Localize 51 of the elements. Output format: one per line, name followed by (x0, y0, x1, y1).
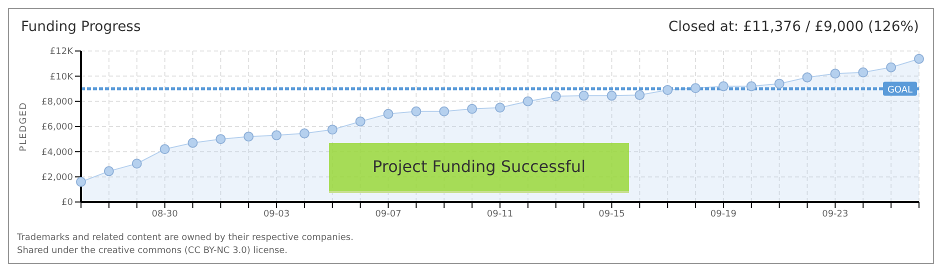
point (522, 96, 533, 106)
point (634, 90, 645, 100)
y-tick-label: £10K (50, 72, 74, 82)
point (774, 78, 784, 89)
x-tick-label: 09-03 (263, 209, 290, 220)
y-tick-label: £12K (50, 47, 74, 58)
point (886, 62, 896, 72)
x-tick-label: 08-30 (152, 209, 178, 220)
x-tick-label: 09-15 (598, 209, 625, 220)
point (132, 158, 142, 169)
point (272, 130, 282, 140)
point (355, 116, 366, 126)
x-tick-label: 09-19 (710, 209, 737, 220)
point (690, 83, 701, 94)
point (327, 124, 338, 135)
point (104, 166, 114, 176)
point (802, 72, 812, 82)
point (830, 68, 840, 79)
y-tick-label: £8,000 (42, 98, 74, 108)
point (188, 138, 198, 148)
point (662, 85, 673, 96)
ref-line-label: GOAL (887, 85, 913, 96)
point (495, 102, 505, 113)
x-tick-label: 09-11 (486, 209, 514, 220)
point (160, 144, 170, 154)
y-tick-label: £0 (62, 198, 74, 208)
point (439, 106, 450, 116)
point (216, 134, 226, 144)
point (76, 176, 86, 187)
point (578, 90, 589, 101)
point (383, 108, 394, 119)
x-tick-label: 09-07 (375, 209, 402, 220)
y-tick-label: £6,000 (42, 122, 74, 133)
y-axis-title: PLEDGED (19, 102, 30, 152)
point (606, 90, 617, 101)
point (858, 67, 868, 78)
x-tick-label: 09-23 (822, 209, 848, 220)
y-tick-label: £2,000 (42, 173, 74, 184)
text: Closed at: £11,376 / £9,000 (126%) (668, 19, 919, 35)
chart-title: Funding Progress (21, 19, 141, 35)
point (746, 81, 756, 92)
point (244, 132, 254, 142)
point (550, 91, 561, 102)
point (299, 128, 310, 138)
point (718, 81, 728, 92)
text: Trademarks and related content are owned by their respective companies. (17, 233, 354, 243)
text: Shared under the creative commons (CC BY-NC 3.0) license. (17, 246, 288, 256)
point (467, 104, 478, 114)
point (411, 106, 422, 116)
y-tick-label: £4,000 (42, 148, 74, 158)
point (914, 54, 924, 64)
